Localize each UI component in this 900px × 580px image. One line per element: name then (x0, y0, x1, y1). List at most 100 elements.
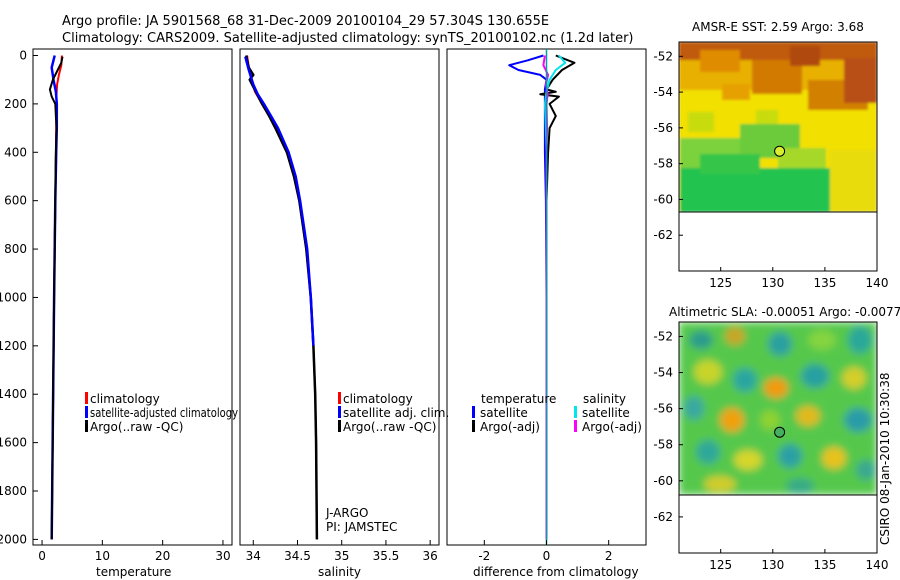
argo-location-marker (774, 426, 786, 438)
legend-label-argo: Argo(..raw -QC) (90, 420, 183, 434)
depth-tick-label: 400 (4, 145, 27, 159)
legend-swatch-temp-satellite (472, 406, 475, 418)
salinity-x-axis: 34 34.5 35 35.5 36 (246, 540, 438, 563)
legend-swatch-climatology (338, 392, 341, 404)
x-tick-label: 35 (334, 549, 349, 563)
lon-tick-label: 140 (866, 276, 889, 290)
sst-x-axis: 125 130 135 140 (709, 267, 888, 290)
depth-tick-label: 600 (4, 194, 27, 208)
temperature-x-axis: 0 10 20 30 (38, 540, 231, 563)
chart-title-line1: Argo profile: JA 5901568_68 31-Dec-2009 … (62, 14, 549, 29)
legend-swatch-satellite-adj (338, 406, 341, 418)
difference-legend: temperature satellite Argo(-adj) salinit… (472, 392, 642, 434)
difference-profile-lines (508, 49, 576, 545)
annotation-program: J-ARGO (325, 506, 368, 520)
temperature-panel-frame (32, 48, 233, 546)
series-line-argo-raw-qc- (48, 56, 64, 540)
lon-tick-label: 125 (709, 558, 732, 572)
x-tick-label: 36 (423, 549, 438, 563)
sst-map-frame (678, 41, 878, 272)
x-tick-label: 0 (543, 549, 551, 563)
legend-label-argo: Argo(..raw -QC) (343, 420, 436, 434)
legend-label-temp-argo: Argo(-adj) (480, 420, 540, 434)
x-tick-label: 34 (246, 549, 261, 563)
depth-tick-label: 0 (19, 49, 27, 63)
depth-tick-label: 200 (4, 97, 27, 111)
x-tick-label: 20 (155, 549, 170, 563)
legend-label-climatology: climatology (90, 392, 160, 406)
legend-swatch-sal-argo (574, 420, 577, 432)
legend-label-temp-satellite: satellite (480, 406, 528, 420)
legend-label-satellite-adj: satellite adj. clim. (343, 406, 449, 420)
x-tick-label: 0 (38, 549, 46, 563)
legend-label-climatology: climatology (343, 392, 413, 406)
annotation-pi: PI: JAMSTEC (326, 520, 397, 534)
difference-x-label: difference from climatology (473, 565, 639, 579)
sst-map-title: AMSR-E SST: 2.59 Argo: 3.68 (692, 20, 864, 34)
lat-tick-label: -52 (653, 329, 673, 343)
temperature-x-label: temperature (96, 565, 171, 579)
series-line-argo-raw-qc- (244, 56, 315, 346)
lat-tick-label: -54 (653, 366, 673, 380)
lon-tick-label: 135 (813, 276, 836, 290)
lat-tick-label: -52 (653, 49, 673, 63)
lon-tick-label: 140 (866, 558, 889, 572)
legend-label-sal-satellite: satellite (582, 406, 630, 420)
lat-tick-label: -60 (653, 192, 673, 206)
salinity-panel-frame (239, 48, 440, 546)
lat-tick-label: -54 (653, 85, 673, 99)
footer-credit: CSIRO 08-Jan-2010 10:30:38 (878, 373, 892, 545)
depth-tick-label: 2000 (0, 532, 27, 546)
depth-tick-label: 1400 (0, 387, 27, 401)
sst-y-axis: -52 -54 -56 -58 -60 -62 (653, 49, 683, 242)
argo-location-marker (774, 145, 786, 157)
sla-heatmap (679, 322, 877, 495)
legend-swatch-argo (338, 420, 341, 432)
series-line-satellite-adj-clim- (244, 55, 319, 540)
x-tick-label: 10 (95, 549, 110, 563)
lat-tick-label: -62 (653, 228, 673, 242)
legend-label-satellite-adjusted: satellite-adjusted climatology (90, 406, 238, 420)
chart-title-line2: Climatology: CARS2009. Satellite-adjuste… (62, 31, 634, 46)
legend-swatch-satellite-adjusted (85, 406, 88, 418)
lon-tick-label: 135 (813, 558, 836, 572)
salinity-x-label: salinity (318, 565, 361, 579)
lat-tick-label: -56 (653, 402, 673, 416)
temperature-legend: climatology satellite-adjusted climatolo… (85, 392, 238, 434)
x-tick-label: 30 (215, 549, 230, 563)
sla-x-axis: 125 130 135 140 (709, 549, 888, 572)
x-tick-label: 34.5 (284, 549, 311, 563)
difference-x-axis: -2 0 2 (478, 540, 613, 563)
salinity-legend: climatology satellite adj. clim. Argo(..… (338, 392, 449, 434)
legend-label-sal-argo: Argo(-adj) (582, 420, 642, 434)
legend-swatch-sal-satellite (574, 406, 577, 418)
sla-y-axis: -52 -54 -56 -58 -60 -62 (653, 329, 683, 524)
depth-tick-label: 800 (4, 242, 27, 256)
depth-tick-label: 1600 (0, 436, 27, 450)
series-line-temperature-satellite (508, 54, 548, 540)
lat-tick-label: -58 (653, 438, 673, 452)
x-tick-label: -2 (478, 549, 490, 563)
sst-heatmap (679, 42, 877, 212)
series-line-climatology (246, 55, 318, 540)
legend-swatch-argo (85, 420, 88, 432)
legend-title-temperature: temperature (481, 392, 556, 406)
lon-tick-label: 130 (761, 276, 784, 290)
lat-tick-label: -58 (653, 157, 673, 171)
depth-tick-label: 1000 (0, 290, 27, 304)
legend-swatch-climatology (85, 392, 88, 404)
depth-tick-label: 1800 (0, 484, 27, 498)
lat-tick-label: -56 (653, 121, 673, 135)
sla-map-frame (678, 321, 878, 554)
depth-axis: 0 200 400 600 800 1000 1200 1400 1600 1800 2000 (0, 49, 38, 546)
lat-tick-label: -62 (653, 510, 673, 524)
lon-tick-label: 125 (709, 276, 732, 290)
x-tick-label: 35.5 (373, 549, 400, 563)
x-tick-label: 2 (605, 549, 613, 563)
legend-swatch-temp-argo (472, 420, 475, 432)
lat-tick-label: -60 (653, 474, 673, 488)
temperature-profile-lines (48, 55, 64, 540)
lon-tick-label: 130 (761, 558, 784, 572)
salinity-profile-lines (244, 55, 319, 540)
